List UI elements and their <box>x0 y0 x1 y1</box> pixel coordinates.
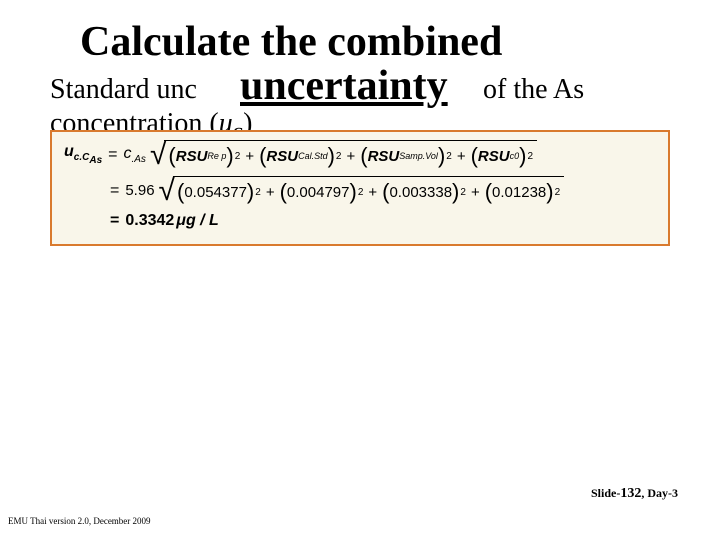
term-rep: (RSURe p)2 <box>168 145 240 167</box>
formula-coef: c.As <box>123 145 145 165</box>
formula-line-2: = 5.96 √ (0.054377)2 + (0.004797)2 + (0.… <box>104 176 656 206</box>
title-line2: uncertainty <box>240 62 448 110</box>
footer-left: EMU Thai version 2.0, December 2009 <box>8 516 151 526</box>
sqrt-wrap-2: √ (0.054377)2 + (0.004797)2 + (0.003338)… <box>159 176 565 206</box>
subtitle-after: of the As <box>483 74 584 106</box>
formula-line-3: = 0.3342 μg / L <box>104 212 656 230</box>
formula-lhs: uc.CAs <box>64 143 102 166</box>
term-c0: (RSUc0)2 <box>471 145 533 167</box>
slide: Calculate the combined Standard unc unce… <box>0 0 720 540</box>
title-line1: Calculate the combined <box>80 20 670 64</box>
sqrt-wrap-1: √ (RSURe p)2 + (RSUCal.Std)2 + (RSUSamp.… <box>150 140 537 170</box>
term-calstd: (RSUCal.Std)2 <box>259 145 341 167</box>
term-sampvol: (RSUSamp.Vol)2 <box>360 145 452 167</box>
subtitle-before: Standard unc <box>50 74 197 106</box>
footer-right: Slide-132, Day-3 <box>591 486 678 502</box>
formula-box: uc.CAs = c.As √ (RSURe p)2 + (RSUCal.Std… <box>50 130 670 246</box>
equals: = <box>108 146 117 164</box>
formula-line-1: uc.CAs = c.As √ (RSURe p)2 + (RSUCal.Std… <box>64 140 656 170</box>
